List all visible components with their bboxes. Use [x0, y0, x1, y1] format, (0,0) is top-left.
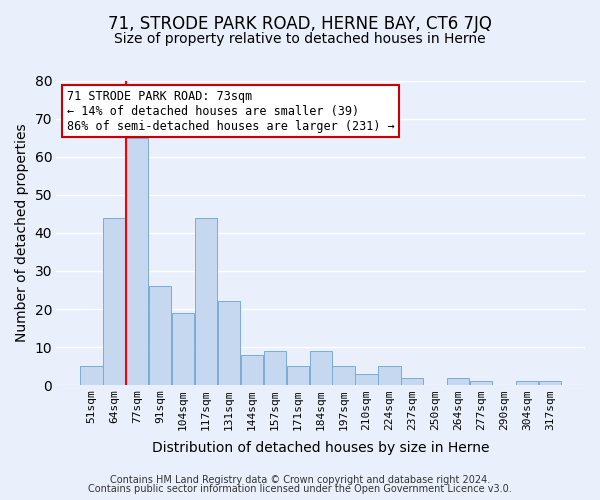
Bar: [287, 366, 309, 385]
Bar: [447, 378, 469, 385]
Bar: [516, 382, 538, 385]
Bar: [539, 382, 561, 385]
Bar: [470, 382, 492, 385]
Bar: [379, 366, 401, 385]
Text: 71, STRODE PARK ROAD, HERNE BAY, CT6 7JQ: 71, STRODE PARK ROAD, HERNE BAY, CT6 7JQ: [108, 15, 492, 33]
Bar: [195, 218, 217, 385]
Bar: [310, 351, 332, 385]
Bar: [355, 374, 377, 385]
Bar: [218, 302, 240, 385]
Bar: [264, 351, 286, 385]
Text: Contains HM Land Registry data © Crown copyright and database right 2024.: Contains HM Land Registry data © Crown c…: [110, 475, 490, 485]
Bar: [241, 355, 263, 385]
Bar: [172, 313, 194, 385]
Bar: [401, 378, 424, 385]
Bar: [149, 286, 172, 385]
Y-axis label: Number of detached properties: Number of detached properties: [15, 124, 29, 342]
Text: Contains public sector information licensed under the Open Government Licence v3: Contains public sector information licen…: [88, 484, 512, 494]
Text: Size of property relative to detached houses in Herne: Size of property relative to detached ho…: [114, 32, 486, 46]
Bar: [80, 366, 103, 385]
Text: 71 STRODE PARK ROAD: 73sqm
← 14% of detached houses are smaller (39)
86% of semi: 71 STRODE PARK ROAD: 73sqm ← 14% of deta…: [67, 90, 395, 132]
Bar: [103, 218, 125, 385]
X-axis label: Distribution of detached houses by size in Herne: Distribution of detached houses by size …: [152, 441, 490, 455]
Bar: [126, 138, 148, 385]
Bar: [332, 366, 355, 385]
